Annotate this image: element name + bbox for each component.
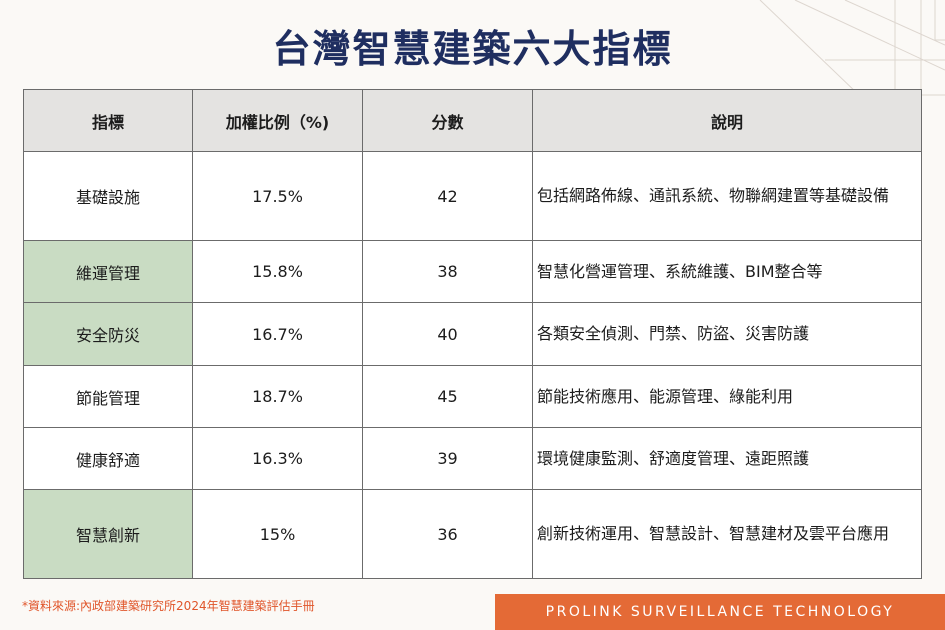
weight-cell: 16.7%: [192, 302, 363, 366]
score-cell: 42: [362, 151, 533, 241]
indicator-cell: 維運管理: [23, 240, 193, 303]
table-row: 健康舒適 16.3% 39 環境健康監測、舒適度管理、遠距照護: [23, 427, 922, 490]
weight-cell: 18.7%: [192, 365, 363, 428]
score-cell: 45: [362, 365, 533, 428]
table-header-row: 指標 加權比例（%) 分數 說明: [23, 89, 922, 152]
indicator-cell: 基礎設施: [23, 151, 193, 241]
header-description: 說明: [532, 89, 922, 152]
score-cell: 38: [362, 240, 533, 303]
score-cell: 39: [362, 427, 533, 490]
brand-banner: PROLINK SURVEILLANCE TECHNOLOGY: [495, 594, 945, 630]
description-cell: 各類安全偵測、門禁、防盜、災害防護: [532, 302, 922, 366]
weight-cell: 15%: [192, 489, 363, 579]
score-cell: 36: [362, 489, 533, 579]
indicator-cell: 智慧創新: [23, 489, 193, 579]
indicator-table: 指標 加權比例（%) 分數 說明 基礎設施 17.5% 42 包括網路佈線、通訊…: [23, 89, 922, 579]
indicator-cell: 健康舒適: [23, 427, 193, 490]
description-cell: 包括網路佈線、通訊系統、物聯網建置等基礎設備: [532, 151, 922, 241]
weight-cell: 15.8%: [192, 240, 363, 303]
description-cell: 節能技術應用、能源管理、綠能利用: [532, 365, 922, 428]
score-cell: 40: [362, 302, 533, 366]
header-weight: 加權比例（%): [192, 89, 363, 152]
description-cell: 環境健康監測、舒適度管理、遠距照護: [532, 427, 922, 490]
header-score: 分數: [362, 89, 533, 152]
page-title: 台灣智慧建築六大指標: [272, 27, 673, 71]
weight-cell: 17.5%: [192, 151, 363, 241]
indicator-cell: 安全防災: [23, 302, 193, 366]
description-cell: 智慧化營運管理、系統維護、BIM整合等: [532, 240, 922, 303]
table-row: 基礎設施 17.5% 42 包括網路佈線、通訊系統、物聯網建置等基礎設備: [23, 151, 922, 241]
table-row: 維運管理 15.8% 38 智慧化營運管理、系統維護、BIM整合等: [23, 240, 922, 303]
table-row: 安全防災 16.7% 40 各類安全偵測、門禁、防盜、災害防護: [23, 302, 922, 366]
weight-cell: 16.3%: [192, 427, 363, 490]
table-row: 節能管理 18.7% 45 節能技術應用、能源管理、綠能利用: [23, 365, 922, 428]
header-indicator: 指標: [23, 89, 193, 152]
table-row: 智慧創新 15% 36 創新技術運用、智慧設計、智慧建材及雲平台應用: [23, 489, 922, 579]
description-cell: 創新技術運用、智慧設計、智慧建材及雲平台應用: [532, 489, 922, 579]
indicator-cell: 節能管理: [23, 365, 193, 428]
source-footnote: *資料來源:內政部建築研究所2024年智慧建築評估手冊: [22, 599, 315, 613]
